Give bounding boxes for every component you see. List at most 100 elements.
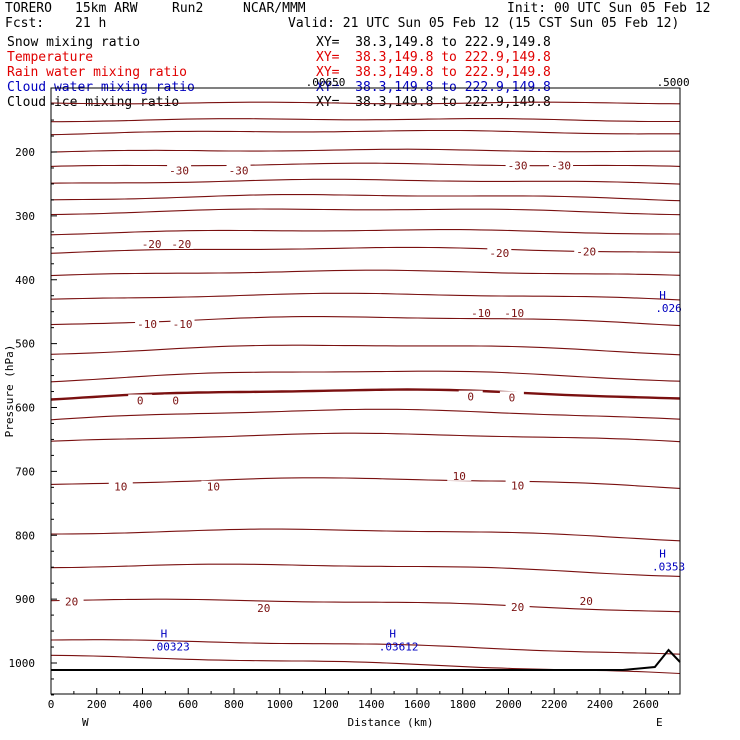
isotherm-label: 10: [511, 479, 524, 492]
high-center-value: .026: [655, 302, 682, 315]
header-init: Init: 00 UTC Sun 05 Feb 12: [507, 1, 711, 16]
x-tick-label: 200: [87, 698, 107, 711]
isotherm-label: -10: [173, 318, 193, 331]
contour-label-layer: -30 -30 -30 -30 -20 -20 -20 -20 -10 -10 -10 -10 0 0 0 0…: [59, 76, 690, 615]
isotherm-line: [50, 148, 680, 153]
isotherm-line: [50, 162, 681, 167]
x-tick-label: 600: [178, 698, 198, 711]
isotherm-line: [50, 370, 681, 383]
x-tick-label: 1800: [449, 698, 476, 711]
isotherm-layer: [50, 101, 681, 675]
header-fcst-value: 21 h: [75, 16, 107, 31]
isotherm-label: -20: [576, 246, 596, 259]
isotherm-label: 10: [114, 481, 127, 494]
isotherm-label: -20: [171, 238, 191, 251]
isotherm-line: [50, 477, 681, 489]
isotherm-label: 20: [511, 601, 524, 614]
high-center-value: .00323: [150, 640, 190, 653]
isotherm-label: -20: [142, 238, 162, 251]
isotherm-line: [50, 528, 681, 542]
isotherm-label: 0: [172, 394, 179, 407]
high-center-value: .03612: [379, 640, 419, 653]
x-tick-label: 400: [133, 698, 153, 711]
legend-name-rain: Rain water mixing ratio: [7, 65, 188, 80]
isotherm-line: [50, 598, 681, 613]
plot-frame: [50, 87, 681, 695]
high-center-value: .0353: [652, 561, 685, 574]
header-valid: Valid: 21 UTC Sun 05 Feb 12 (15 CST Sun …: [288, 16, 680, 31]
isotherm-label: -30: [229, 165, 249, 178]
contour-label-mask: [447, 469, 472, 481]
contour-label-mask: [574, 595, 599, 607]
isotherm-line: [50, 432, 681, 443]
isotherm-label: 10: [207, 481, 220, 494]
x-tick-label: 1400: [358, 698, 385, 711]
y-tick-label: 700: [15, 465, 35, 478]
isotherm-label: 0: [467, 391, 474, 404]
x-tick-label: 2200: [541, 698, 568, 711]
contour-label-mask: [505, 600, 530, 612]
y-axis-label: Pressure (hPa): [3, 345, 16, 438]
x-end-label-west: W: [82, 716, 89, 729]
isotherm-line: [50, 292, 681, 301]
isotherm-label: -30: [551, 159, 571, 172]
isotherm-label: 20: [257, 602, 270, 615]
high-center-marker: H: [161, 627, 168, 640]
contour-label-mask: [505, 479, 530, 491]
contour-label-mask: [167, 164, 192, 176]
isotherm-label: -10: [137, 318, 157, 331]
isotherm-label: 0: [509, 391, 516, 404]
x-tick-label: 1000: [266, 698, 293, 711]
header-run: Run2: [172, 1, 204, 16]
legend-name-temperature: Temperature: [7, 50, 94, 65]
contour-label-mask: [128, 394, 153, 406]
y-tick-label: 600: [15, 402, 35, 415]
contour-label-mask: [59, 595, 84, 607]
contour-label-mask: [505, 159, 530, 171]
contour-label-mask: [135, 317, 160, 329]
isotherm-label: 0: [137, 394, 144, 407]
isotherm-label: -30: [169, 165, 189, 178]
legend-xy-rain: XY= 38.3,149.8 to 222.9,149.8: [316, 65, 551, 80]
model-name: TORERO: [5, 1, 52, 16]
isotherm-line: [50, 229, 680, 236]
contour-label-mask: [499, 391, 524, 403]
isotherm-line: [50, 101, 681, 105]
contour-label-mask: [502, 306, 527, 318]
x-tick-label: 1600: [404, 698, 431, 711]
high-center-marker: H: [659, 548, 666, 561]
isotherm-label: 20: [580, 595, 593, 608]
terrain-layer: [51, 648, 681, 671]
corner-value-label: .5000: [657, 76, 690, 89]
legend-xy-snow: XY= 38.3,149.8 to 222.9,149.8: [316, 35, 551, 50]
isotherm-label: 10: [453, 470, 466, 483]
isotherm-line: [50, 129, 680, 136]
isotherm-label: -10: [471, 307, 491, 320]
contour-label-mask: [170, 317, 195, 329]
isotherm-line: [50, 639, 681, 655]
isotherm-label: -10: [504, 307, 524, 320]
header-fcst-label: Fcst:: [5, 16, 45, 31]
contour-label-mask: [163, 394, 188, 406]
isotherm-label: -20: [489, 247, 509, 260]
x-tick-label: 0: [48, 698, 55, 711]
high-center-marker: H: [659, 289, 666, 302]
header-model: TORERO: [5, 1, 52, 16]
contour-label-mask: [487, 246, 512, 258]
contour-label-mask: [469, 306, 494, 318]
terrain-line: [51, 648, 681, 671]
contour-label-mask: [139, 237, 164, 249]
isotherm-line: [50, 563, 681, 577]
isotherm-label: -30: [508, 159, 528, 172]
y-tick-label: 800: [15, 529, 35, 542]
x-axis-label: Distance (km): [347, 716, 433, 729]
header-resolution: 15km ARW: [75, 1, 138, 16]
legend-name-snow: Snow mixing ratio: [7, 35, 141, 50]
isotherm-line: [50, 408, 681, 421]
y-tick-label: 1000: [9, 657, 36, 670]
y-tick-label: 900: [15, 593, 35, 606]
contour-label-mask: [226, 164, 251, 176]
isotherm-line: [50, 344, 681, 356]
